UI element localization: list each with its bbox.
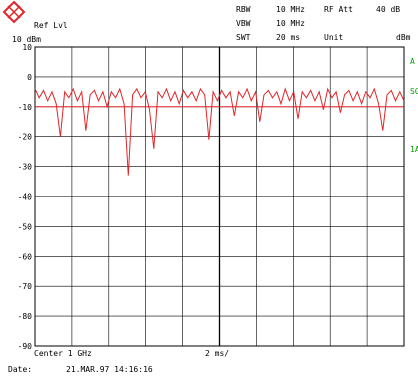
rbw-label: RBW — [236, 5, 251, 14]
date-label: Date: — [8, 365, 32, 374]
y-tick-label: 10 — [22, 43, 32, 52]
y-tick-labels: 10 0 -10 -20 -30 -40 -50 -60 -70 -80 -90 — [18, 43, 33, 351]
marker-sgl: SGL — [410, 87, 418, 96]
ref-lvl-value: 10 dBm — [12, 35, 41, 44]
y-tick-label: -60 — [18, 252, 33, 261]
swt-value: 20 ms — [276, 33, 300, 42]
y-tick-label: -80 — [18, 312, 33, 321]
plot-grid — [34, 46, 405, 347]
span-per-division-label: 2 ms/ — [205, 349, 229, 358]
swt-label: SWT — [236, 33, 251, 42]
y-tick-label: 0 — [27, 73, 32, 82]
ref-lvl-label: Ref Lvl — [34, 21, 68, 30]
rf-att-label: RF Att — [324, 5, 353, 14]
vbw-value: 10 MHz — [276, 19, 305, 28]
vbw-label: VBW — [236, 19, 251, 28]
y-tick-label: -50 — [18, 222, 33, 231]
marker-1ap: 1AP — [410, 145, 418, 154]
date-value: 21.MAR.97 14:16:16 — [66, 365, 153, 374]
unit-label: Unit — [324, 33, 343, 42]
marker-a: A — [410, 57, 415, 66]
trace-line — [34, 87, 405, 176]
y-tick-label: -20 — [18, 133, 33, 142]
center-frequency-label: Center 1 GHz — [34, 349, 92, 358]
rohde-schwarz-diamond-logo-icon — [2, 0, 26, 24]
y-tick-label: -10 — [18, 103, 33, 112]
rf-att-value: 40 dB — [376, 5, 400, 14]
rbw-value: 10 MHz — [276, 5, 305, 14]
y-tick-label: -90 — [18, 342, 33, 351]
y-tick-label: -70 — [18, 282, 33, 291]
y-tick-label: -40 — [18, 193, 33, 202]
y-tick-label: -30 — [18, 163, 33, 172]
unit-value: dBm — [396, 33, 411, 42]
